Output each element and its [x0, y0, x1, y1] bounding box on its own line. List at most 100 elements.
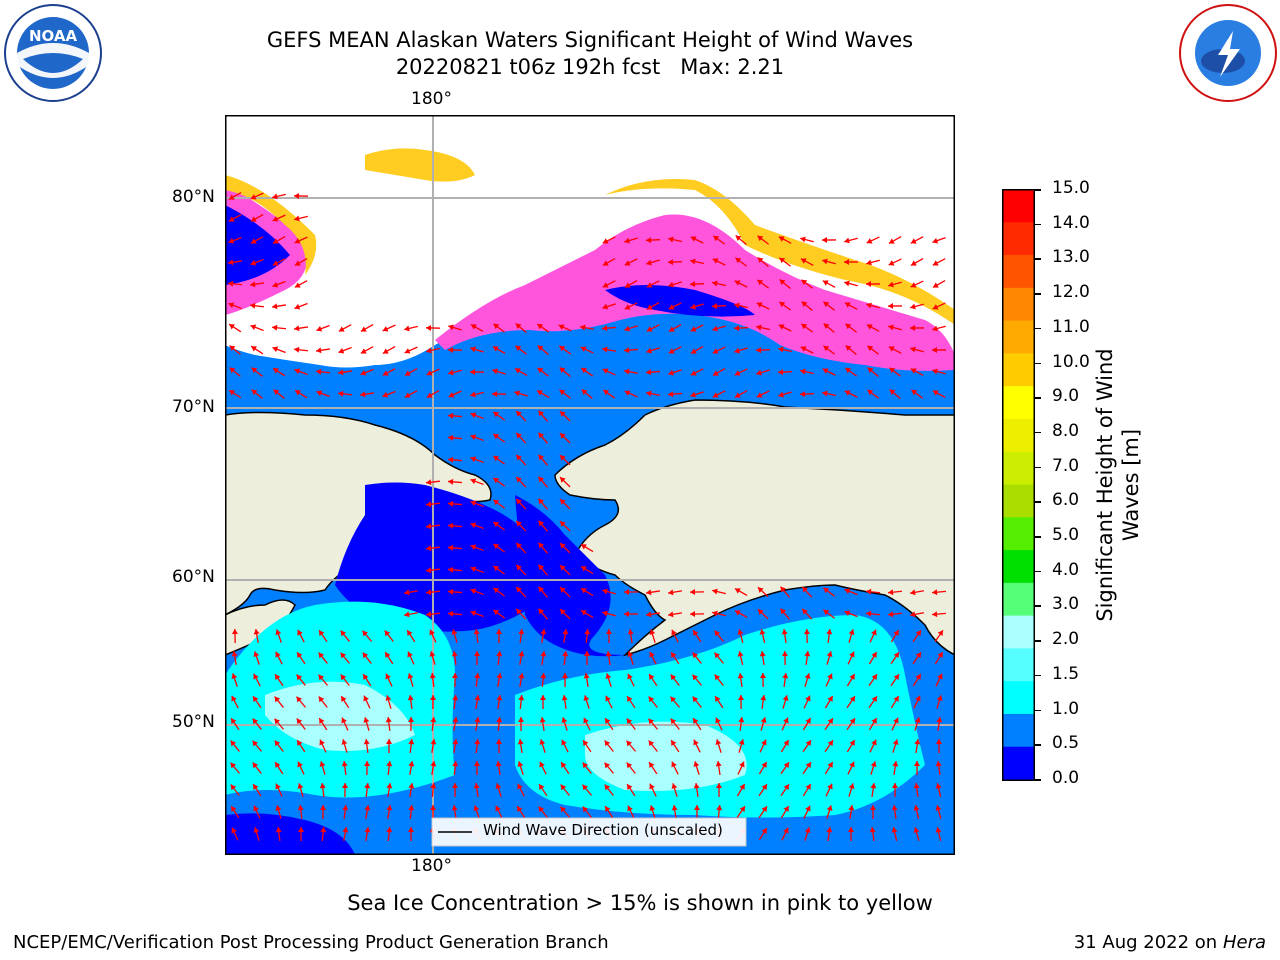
pacific-swell-high-west: [265, 681, 415, 751]
wind-wave-arrow: [847, 651, 855, 665]
colorbar-tick-label: 0.5: [1052, 733, 1080, 754]
wind-wave-arrow: [470, 391, 484, 398]
wind-wave-arrow: [275, 783, 283, 797]
wind-wave-arrows: [227, 191, 947, 842]
wind-wave-arrow: [540, 650, 547, 666]
wind-wave-arrow: [429, 804, 436, 820]
wind-wave-arrow: [712, 588, 726, 595]
wind-wave-arrow: [273, 389, 285, 399]
wind-wave-arrow: [318, 696, 328, 708]
wind-wave-arrow: [667, 259, 683, 266]
wind-wave-arrow: [888, 235, 902, 245]
wind-wave-arrow: [649, 651, 657, 665]
wind-wave-arrow: [734, 280, 748, 288]
wind-wave-arrow: [293, 325, 309, 332]
wind-wave-arrow: [604, 805, 614, 819]
wind-wave-arrow: [470, 610, 484, 618]
lat-label-60: 60°N: [172, 567, 215, 587]
wind-wave-arrow: [360, 323, 374, 333]
wind-wave-arrow: [404, 346, 418, 354]
wind-wave-arrow: [492, 609, 506, 619]
wind-wave-arrow: [536, 389, 550, 399]
wind-wave-arrow: [340, 674, 350, 686]
wind-wave-arrow: [890, 673, 900, 687]
wind-wave-arrow: [561, 672, 568, 688]
wind-wave-arrow: [909, 325, 925, 332]
colorbar-tick-mark: [1035, 189, 1041, 191]
wind-wave-arrow: [408, 782, 415, 798]
wind-wave-arrow: [892, 739, 899, 753]
wind-wave-arrow: [495, 738, 502, 754]
wind-wave-arrow: [759, 650, 766, 666]
wind-wave-arrow: [537, 454, 549, 466]
wind-wave-arrow: [888, 324, 902, 331]
wind-wave-arrow: [228, 191, 242, 201]
wind-wave-arrow: [867, 367, 879, 377]
wind-wave-arrow: [626, 762, 636, 774]
wind-wave-arrow: [646, 390, 660, 397]
wind-wave-arrow: [869, 739, 877, 753]
wind-wave-arrow: [780, 805, 790, 819]
lat-label-80: 80°N: [172, 187, 215, 207]
wind-wave-arrow: [910, 346, 924, 353]
wind-wave-arrow: [473, 805, 480, 819]
wind-wave-arrow: [738, 739, 745, 753]
wind-wave-arrow: [715, 782, 722, 798]
wind-wave-arrow: [690, 324, 704, 332]
wind-wave-arrow: [297, 629, 305, 643]
wind-wave-arrow: [515, 520, 527, 532]
wind-wave-arrow: [802, 717, 812, 731]
wind-wave-arrow: [734, 368, 748, 376]
wind-wave-arrow: [712, 258, 726, 266]
wind-wave-arrow: [670, 696, 680, 708]
wind-wave-arrow: [778, 236, 792, 244]
wind-wave-arrow: [759, 739, 767, 753]
colorbar-segment: [1002, 647, 1035, 682]
wind-wave-arrow: [230, 784, 240, 796]
wind-wave-arrow: [316, 324, 330, 332]
wind-wave-arrow: [271, 324, 287, 331]
wind-wave-arrow: [493, 323, 505, 333]
wind-wave-arrow: [602, 346, 616, 353]
wind-wave-arrow: [734, 257, 748, 267]
wind-wave-arrow: [689, 281, 705, 288]
wind-wave-arrow: [781, 628, 788, 644]
wind-wave-arrow: [580, 543, 594, 553]
wind-wave-arrow: [580, 609, 594, 619]
wind-wave-arrow: [342, 826, 349, 842]
wind-wave-arrow: [868, 695, 878, 709]
wind-wave-arrow: [580, 587, 594, 597]
wind-wave-arrow: [296, 696, 306, 708]
sea-ice-yellow-island: [365, 148, 475, 182]
wind-wave-arrow: [734, 347, 748, 354]
wind-wave-arrow: [690, 345, 704, 355]
wind-wave-arrow: [319, 782, 326, 798]
wind-wave-arrow: [605, 650, 612, 666]
wind-wave-arrow: [469, 368, 485, 375]
wind-wave-arrow: [473, 782, 480, 798]
wind-wave-arrow: [492, 345, 506, 355]
wind-wave-arrow: [294, 257, 308, 267]
wind-wave-arrow: [714, 652, 724, 664]
wind-wave-arrow: [426, 347, 440, 354]
wind-wave-arrow: [473, 760, 480, 776]
wind-wave-arrow: [801, 586, 813, 598]
wind-wave-arrow: [451, 629, 458, 643]
wind-wave-arrow: [693, 804, 700, 820]
colorbar-tick-label: 7.0: [1052, 455, 1080, 476]
wind-wave-arrow: [888, 346, 902, 354]
wind-wave-arrow: [670, 651, 680, 665]
wind-wave-arrow: [844, 390, 858, 398]
wind-wave-arrow: [626, 695, 636, 709]
wind-wave-arrow: [931, 347, 947, 354]
colorbar-segment: [1002, 615, 1035, 649]
wind-wave-arrow: [451, 804, 458, 820]
wind-wave-arrow: [562, 650, 569, 666]
wind-wave-arrow: [690, 368, 704, 376]
wind-wave-arrow: [624, 279, 638, 289]
wind-wave-arrow: [910, 257, 924, 267]
wind-wave-arrow: [868, 651, 878, 665]
wind-wave-arrow: [251, 367, 263, 377]
wind-wave-arrow: [559, 432, 571, 444]
colorbar-segment: [1002, 221, 1035, 256]
